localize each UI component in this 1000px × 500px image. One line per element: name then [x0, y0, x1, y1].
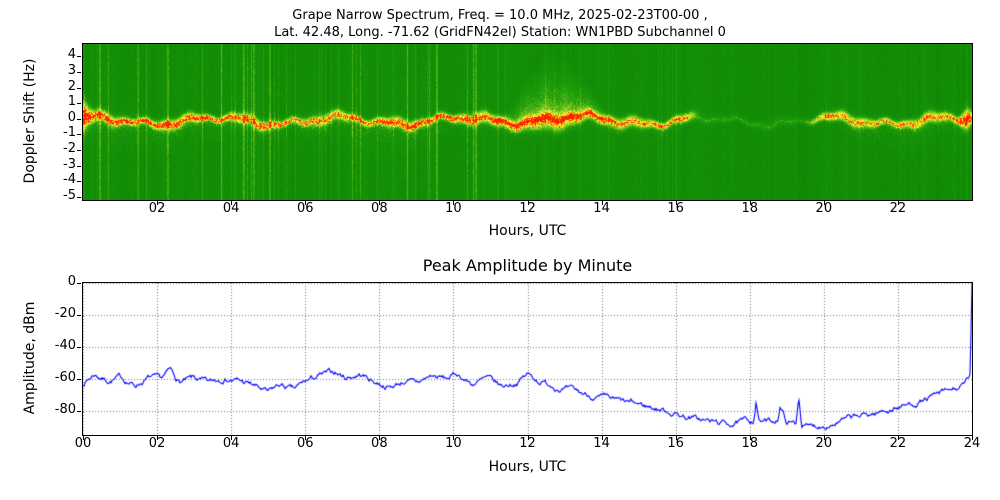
- x-tick-label: 02: [148, 436, 166, 451]
- amplitude-ylabel: Amplitude, dBm: [22, 301, 38, 415]
- x-tick-label: 12: [519, 201, 536, 216]
- figure-title-line2: Lat. 42.48, Long. -71.62 (GridFN42el) St…: [274, 25, 726, 40]
- x-tick-mark: [750, 436, 751, 440]
- x-tick-mark: [602, 436, 603, 440]
- y-tick-label: 4: [67, 47, 76, 63]
- x-tick-mark: [379, 436, 380, 440]
- x-tick-mark: [157, 436, 158, 440]
- y-tick-label: 0: [67, 109, 76, 125]
- y-tick-label: 0: [67, 274, 76, 289]
- x-tick-label: 10: [445, 201, 462, 216]
- x-tick-mark: [83, 436, 84, 440]
- x-tick-mark: [305, 436, 306, 440]
- spectrogram-axes: [82, 43, 973, 201]
- y-tick-mark: [77, 411, 81, 412]
- x-tick-label: 18: [741, 436, 759, 451]
- y-tick-label: -5: [63, 187, 76, 203]
- x-tick-label: 08: [371, 436, 388, 451]
- y-tick-mark: [77, 119, 81, 120]
- x-tick-mark: [898, 201, 899, 205]
- x-tick-label: 10: [445, 436, 462, 451]
- x-tick-label: 22: [889, 436, 907, 451]
- x-tick-label: 16: [667, 436, 684, 451]
- y-tick-mark: [77, 181, 81, 182]
- y-tick-mark: [77, 134, 81, 135]
- x-tick-mark: [305, 201, 306, 205]
- x-tick-label: 06: [296, 436, 314, 451]
- y-tick-mark: [77, 150, 81, 151]
- y-tick-label: -80: [54, 402, 76, 417]
- amplitude-title: Peak Amplitude by Minute: [422, 256, 633, 275]
- x-tick-label: 04: [222, 436, 240, 451]
- y-tick-mark: [77, 197, 81, 198]
- x-tick-mark: [824, 436, 825, 440]
- x-tick-label: 18: [741, 201, 759, 216]
- x-tick-mark: [750, 201, 751, 205]
- y-tick-mark: [77, 315, 81, 316]
- x-tick-mark: [972, 436, 973, 440]
- x-tick-label: 06: [296, 201, 314, 216]
- y-tick-label: -3: [63, 156, 76, 172]
- x-tick-label: 08: [371, 201, 388, 216]
- y-tick-mark: [77, 72, 81, 73]
- x-tick-label: 24: [963, 436, 981, 451]
- x-tick-label: 12: [519, 436, 536, 451]
- x-tick-mark: [231, 436, 232, 440]
- amplitude-xlabel: Hours, UTC: [488, 459, 567, 475]
- y-tick-mark: [77, 56, 81, 57]
- y-tick-mark: [77, 283, 81, 284]
- y-tick-label: -60: [54, 370, 76, 385]
- x-tick-mark: [824, 201, 825, 205]
- x-tick-mark: [676, 436, 677, 440]
- y-tick-label: -2: [63, 141, 76, 157]
- y-tick-label: -40: [54, 338, 76, 353]
- y-tick-mark: [77, 347, 81, 348]
- x-tick-label: 00: [74, 436, 92, 451]
- y-tick-mark: [77, 103, 81, 104]
- y-tick-label: 2: [67, 78, 76, 94]
- spectrogram-xlabel: Hours, UTC: [488, 223, 567, 239]
- amplitude-canvas: [83, 283, 972, 435]
- x-tick-label: 16: [667, 201, 684, 216]
- x-tick-label: 20: [815, 436, 833, 451]
- x-tick-mark: [898, 436, 899, 440]
- y-tick-mark: [77, 379, 81, 380]
- y-tick-label: 1: [67, 94, 76, 110]
- spectrogram-ylabel: Doppler Shift (Hz): [22, 58, 38, 184]
- x-tick-mark: [379, 201, 380, 205]
- y-tick-label: -20: [54, 306, 76, 321]
- x-tick-mark: [453, 436, 454, 440]
- x-tick-mark: [602, 201, 603, 205]
- x-tick-label: 04: [222, 201, 240, 216]
- spectrogram-canvas: [83, 44, 972, 200]
- x-tick-mark: [231, 201, 232, 205]
- x-tick-label: 22: [889, 201, 907, 216]
- figure-title: Grape Narrow Spectrum, Freq. = 10.0 MHz,…: [0, 7, 1000, 41]
- x-tick-label: 20: [815, 201, 833, 216]
- x-tick-mark: [528, 436, 529, 440]
- x-tick-label: 02: [148, 201, 166, 216]
- x-tick-mark: [157, 201, 158, 205]
- y-tick-label: 3: [67, 63, 76, 79]
- figure-title-line1: Grape Narrow Spectrum, Freq. = 10.0 MHz,…: [292, 8, 708, 23]
- amplitude-axes: [82, 282, 973, 436]
- y-tick-label: -1: [63, 125, 76, 141]
- x-tick-label: 14: [593, 436, 610, 451]
- x-tick-mark: [453, 201, 454, 205]
- x-tick-mark: [676, 201, 677, 205]
- y-tick-label: -4: [63, 172, 76, 188]
- y-tick-mark: [77, 88, 81, 89]
- x-tick-label: 14: [593, 201, 610, 216]
- x-tick-mark: [528, 201, 529, 205]
- y-tick-mark: [77, 166, 81, 167]
